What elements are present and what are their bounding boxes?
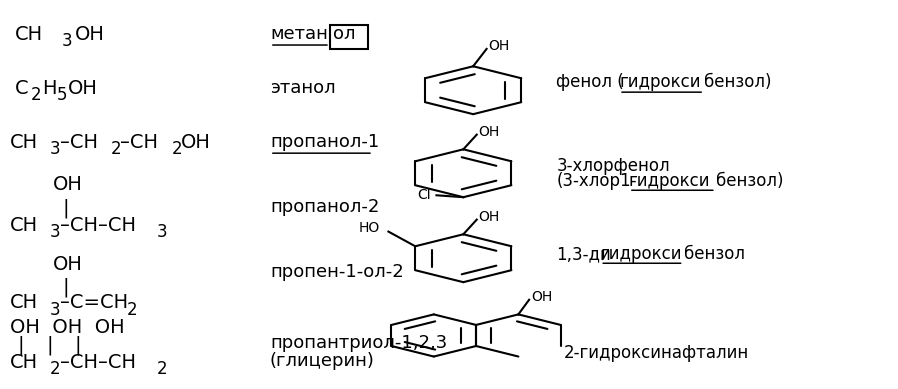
Text: бензол: бензол bbox=[683, 245, 744, 263]
Text: OH: OH bbox=[67, 79, 98, 98]
Text: 5: 5 bbox=[57, 86, 67, 104]
Text: 3: 3 bbox=[49, 223, 60, 241]
Text: 2: 2 bbox=[156, 361, 167, 378]
Text: фенол (: фенол ( bbox=[557, 74, 624, 91]
Text: 2: 2 bbox=[127, 301, 137, 319]
Text: пропанол-1: пропанол-1 bbox=[270, 133, 379, 151]
Text: CH: CH bbox=[15, 25, 43, 44]
Bar bbox=[330, 25, 368, 49]
Text: (глицерин): (глицерин) bbox=[270, 352, 374, 370]
Text: OH: OH bbox=[53, 175, 84, 194]
Text: CH: CH bbox=[11, 133, 39, 152]
Text: CH: CH bbox=[11, 216, 39, 235]
Text: этанол: этанол bbox=[270, 79, 336, 97]
Text: –C=CH: –C=CH bbox=[59, 293, 128, 312]
Text: |: | bbox=[46, 335, 53, 355]
Text: OH: OH bbox=[180, 133, 210, 152]
Text: гидрокси: гидрокси bbox=[600, 245, 682, 263]
Text: 3-хлорфенол: 3-хлорфенол bbox=[557, 156, 670, 175]
Text: 3: 3 bbox=[61, 32, 72, 50]
Text: гидрокси: гидрокси bbox=[619, 74, 700, 91]
Text: –CH: –CH bbox=[119, 133, 157, 152]
Text: гидрокси: гидрокси bbox=[629, 172, 710, 190]
Text: 2: 2 bbox=[172, 140, 182, 158]
Text: бензол): бензол) bbox=[716, 172, 783, 190]
Text: |: | bbox=[63, 198, 69, 218]
Text: пропанол-2: пропанол-2 bbox=[270, 198, 379, 216]
Text: –CH: –CH bbox=[59, 133, 98, 152]
Text: CH: CH bbox=[11, 353, 39, 372]
Text: 3: 3 bbox=[49, 140, 60, 158]
Text: 3: 3 bbox=[49, 301, 60, 319]
Text: C: C bbox=[15, 79, 29, 98]
Text: OH: OH bbox=[479, 210, 500, 224]
Text: OH  OH  OH: OH OH OH bbox=[11, 318, 125, 337]
Text: Cl: Cl bbox=[417, 187, 430, 202]
Text: |: | bbox=[75, 335, 82, 355]
Text: пропен-1-ол-2: пропен-1-ол-2 bbox=[270, 263, 404, 281]
Text: |: | bbox=[17, 335, 24, 355]
Text: OH: OH bbox=[53, 254, 84, 273]
Text: HO: HO bbox=[359, 221, 380, 235]
Text: 3: 3 bbox=[156, 223, 167, 241]
Text: (3-хлор1-: (3-хлор1- bbox=[557, 172, 637, 190]
Text: OH: OH bbox=[531, 290, 552, 304]
Text: –CH–CH: –CH–CH bbox=[59, 216, 136, 235]
Text: 2: 2 bbox=[31, 86, 41, 104]
Text: 1,3-ди: 1,3-ди bbox=[557, 245, 612, 263]
Text: H: H bbox=[41, 79, 57, 98]
Text: бензол): бензол) bbox=[704, 74, 771, 91]
Text: 2: 2 bbox=[110, 140, 121, 158]
Text: OH: OH bbox=[479, 124, 500, 138]
Text: |: | bbox=[63, 277, 69, 297]
Text: OH: OH bbox=[75, 25, 105, 44]
Text: 2-гидроксинафталин: 2-гидроксинафталин bbox=[564, 344, 749, 362]
Text: метан: метан bbox=[270, 25, 328, 43]
Text: OH: OH bbox=[489, 39, 510, 53]
Text: 2: 2 bbox=[49, 361, 60, 378]
Text: –CH–CH: –CH–CH bbox=[59, 353, 136, 372]
Text: ол: ол bbox=[332, 25, 355, 43]
Text: пропантриол-1,2,3: пропантриол-1,2,3 bbox=[270, 334, 447, 352]
Text: CH: CH bbox=[11, 293, 39, 312]
